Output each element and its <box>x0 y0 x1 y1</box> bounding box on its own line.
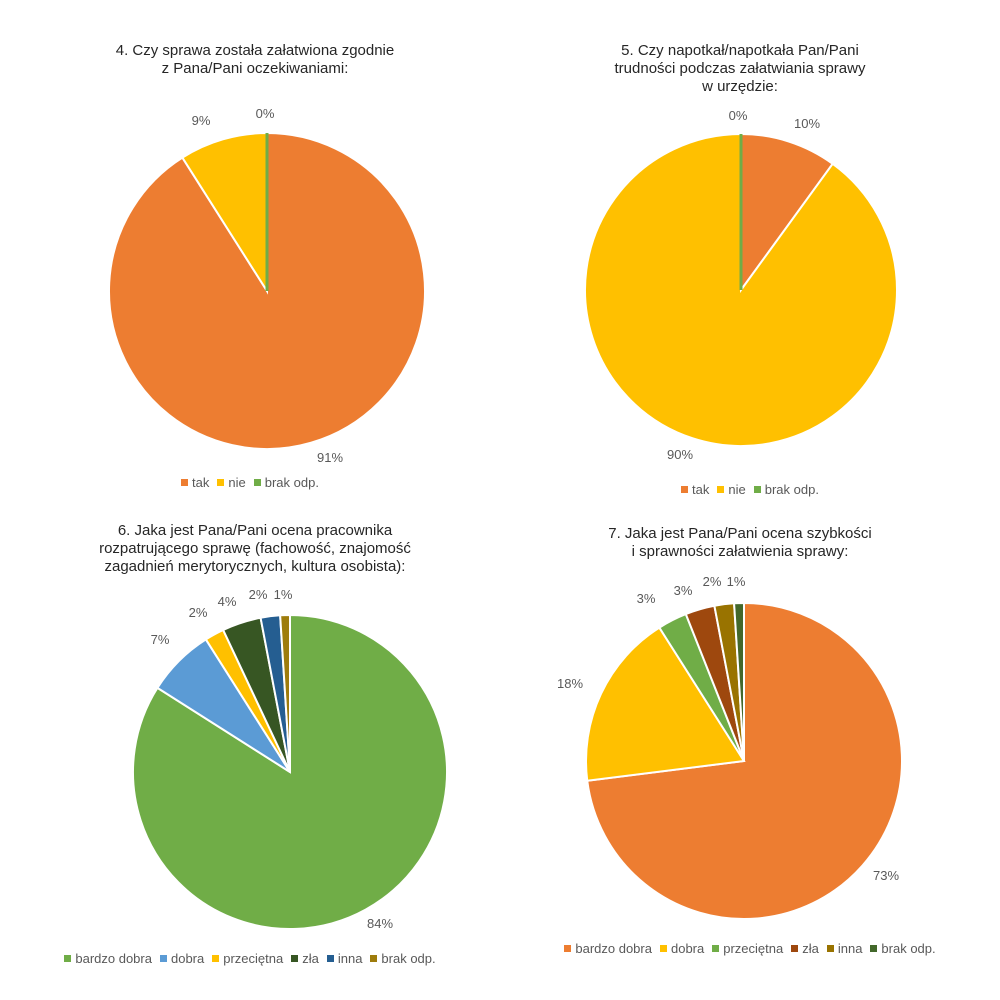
pie-chart: 73% 18% 3% 3% 2% 1% <box>557 574 903 920</box>
pie-chart: 10% 90% 0% <box>584 108 898 462</box>
data-label: 10% <box>794 116 820 131</box>
legend-swatch <box>659 945 667 952</box>
legend-swatch <box>370 955 378 962</box>
legend-label: inna <box>337 951 363 966</box>
chart-title: 5. Czy napotkał/napotkała Pan/Pani trudn… <box>614 42 866 95</box>
chart-legend: bardzo dobra dobra przeciętna zła inna brak o… <box>500 941 1000 956</box>
legend-label: brak odp. <box>881 941 936 956</box>
pie-slice-brak-odp- <box>279 613 291 773</box>
pie-slice-dobra <box>585 626 746 782</box>
legend-swatch <box>826 945 834 952</box>
data-label: 18% <box>557 676 583 691</box>
legend-swatch <box>291 955 299 962</box>
legend-item: bardzo dobra <box>564 941 652 956</box>
legend-label: dobra <box>170 951 205 966</box>
legend-item: przeciętna <box>712 941 783 956</box>
legend-swatch <box>717 486 725 493</box>
pie-slice-tak <box>740 132 835 294</box>
pie-slice-brak-odp- <box>733 601 745 762</box>
pie-chart: 91% 9% 0% <box>108 106 426 465</box>
data-label: 4% <box>218 594 237 609</box>
legend-item: brak odp. <box>870 941 936 956</box>
chart-title: 4. Czy sprawa została załatwiona zgodnie… <box>115 42 395 77</box>
data-label: 9% <box>192 113 211 128</box>
legend-item: brak odp. <box>370 951 436 966</box>
legend-label: przeciętna <box>223 951 284 966</box>
legend-label: przeciętna <box>723 941 784 956</box>
chart-legend: bardzo dobra dobra przeciętna zła inna brak o… <box>0 951 500 966</box>
legend-item: nie <box>717 482 746 497</box>
legend-swatch <box>212 955 220 962</box>
legend-label: nie <box>228 475 246 490</box>
legend-swatch <box>564 945 572 952</box>
legend-swatch <box>253 479 261 486</box>
legend-swatch <box>681 486 689 493</box>
legend-swatch <box>159 955 167 962</box>
chart-panel-5: 5. Czy napotkał/napotkała Pan/Pani trudn… <box>500 0 1000 500</box>
legend-item: bardzo dobra <box>64 951 152 966</box>
chart-panel-4: 4. Czy sprawa została załatwiona zgodnie… <box>0 0 500 500</box>
data-label: 3% <box>637 591 656 606</box>
data-label: 84% <box>367 916 393 931</box>
legend-label: inna <box>837 941 863 956</box>
data-label: 0% <box>256 106 275 121</box>
data-label: 2% <box>249 587 268 602</box>
legend-label: zła <box>302 951 319 966</box>
legend-item: dobra <box>159 951 205 966</box>
legend-label: nie <box>728 482 746 497</box>
legend-label: brak odp. <box>764 482 819 497</box>
legend-item: przeciętna <box>212 951 283 966</box>
data-label: 7% <box>151 632 170 647</box>
legend-swatch <box>791 945 799 952</box>
chart-legend: tak nie brak odp. <box>500 482 1000 497</box>
chart-legend: tak nie brak odp. <box>0 475 500 490</box>
data-label: 90% <box>667 447 693 462</box>
chart-title: 6. Jaka jest Pana/Pani ocena pracownika … <box>99 522 411 575</box>
legend-label: bardzo dobra <box>575 941 652 956</box>
chart-panel-6: 6. Jaka jest Pana/Pani ocena pracownika … <box>0 500 500 1000</box>
data-label: 3% <box>674 583 693 598</box>
pie-chart: 84% 7% 2% 4% 2% 1% <box>132 587 448 931</box>
data-label: 2% <box>189 605 208 620</box>
data-label: 2% <box>703 574 722 589</box>
legend-item: inna <box>326 951 363 966</box>
legend-label: tak <box>692 482 710 497</box>
chart-panel-7: 7. Jaka jest Pana/Pani ocena szybkości i… <box>500 500 1000 1000</box>
legend-label: bardzo dobra <box>75 951 152 966</box>
data-label: 0% <box>729 108 748 123</box>
data-label: 1% <box>727 574 746 589</box>
pie-slice-nie <box>180 131 268 295</box>
legend-item: zła <box>291 951 319 966</box>
legend-swatch <box>753 486 761 493</box>
legend-swatch <box>326 955 334 962</box>
legend-item: tak <box>181 475 209 490</box>
legend-swatch <box>870 945 878 952</box>
data-label: 91% <box>317 450 343 465</box>
legend-swatch <box>712 945 720 952</box>
chart-title: 7. Jaka jest Pana/Pani ocena szybkości i… <box>608 525 872 560</box>
legend-item: inna <box>826 941 863 956</box>
legend-label: brak odp. <box>264 475 319 490</box>
legend-swatch <box>181 479 189 486</box>
legend-item: nie <box>217 475 246 490</box>
legend-item: zła <box>791 941 819 956</box>
legend-swatch <box>64 955 72 962</box>
legend-item: dobra <box>659 941 705 956</box>
data-label: 73% <box>873 868 899 883</box>
legend-label: tak <box>192 475 210 490</box>
legend-label: dobra <box>670 941 705 956</box>
legend-item: brak odp. <box>253 475 319 490</box>
data-label: 1% <box>274 587 293 602</box>
legend-item: tak <box>681 482 709 497</box>
legend-item: brak odp. <box>753 482 819 497</box>
legend-label: zła <box>802 941 819 956</box>
legend-swatch <box>217 479 225 486</box>
legend-label: brak odp. <box>381 951 436 966</box>
